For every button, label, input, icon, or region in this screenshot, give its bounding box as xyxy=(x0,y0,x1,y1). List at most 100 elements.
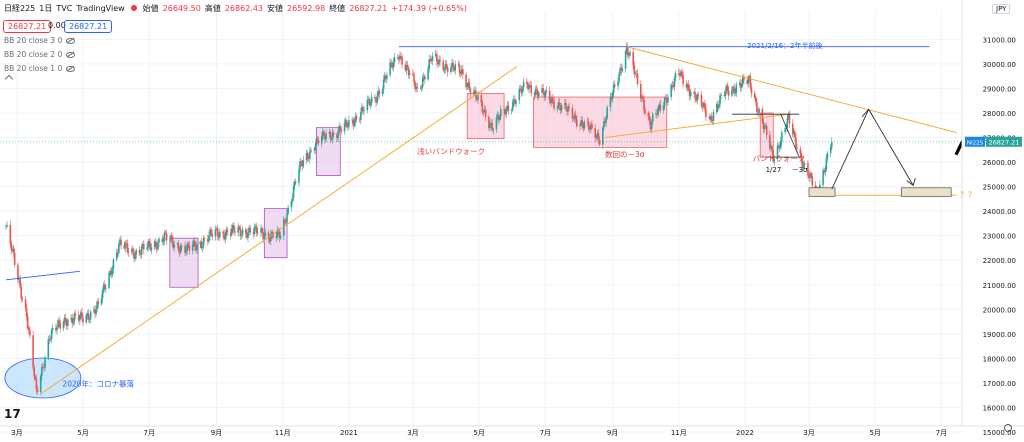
candle-body xyxy=(102,284,105,290)
x-tick-label: 3月 xyxy=(407,429,418,437)
candle-body xyxy=(511,102,514,110)
candle-body xyxy=(331,132,334,140)
candle-body xyxy=(255,226,258,234)
candle-body xyxy=(748,76,751,79)
candle-body xyxy=(785,127,788,129)
settings-gear-icon[interactable] xyxy=(1004,424,1012,432)
candle-body xyxy=(203,238,206,240)
candle-body xyxy=(712,112,715,122)
candle-body xyxy=(711,120,714,122)
sell-price-pill[interactable]: 26827.21 xyxy=(3,20,52,33)
candle-body xyxy=(794,131,796,138)
candle-body xyxy=(773,159,776,162)
candle-body xyxy=(407,67,410,75)
currency-label[interactable]: JPY xyxy=(992,4,1011,14)
candle-body xyxy=(158,238,160,243)
candle-body xyxy=(796,148,798,150)
candle-body xyxy=(496,115,499,118)
candle-body xyxy=(396,57,399,58)
high-label: 高値 xyxy=(204,4,221,13)
candle-body xyxy=(734,92,737,94)
candle-body xyxy=(807,162,809,176)
candle-body xyxy=(572,118,575,119)
candle-body xyxy=(747,78,750,84)
candle-body xyxy=(529,84,531,86)
indicator-bb-3[interactable]: BB 20 close 3 0 xyxy=(4,36,76,45)
candle-body xyxy=(822,170,824,185)
candle-body xyxy=(518,88,521,101)
symbol-tag xyxy=(965,136,985,147)
candle-body xyxy=(765,125,768,135)
candle-body xyxy=(430,59,433,61)
candle-body xyxy=(286,213,288,223)
candle-body xyxy=(172,241,174,248)
candle-body xyxy=(405,64,408,71)
candle-body xyxy=(13,252,16,265)
annotation-multiple-3sigma: 数回の－3σ xyxy=(605,149,645,159)
candle-body xyxy=(187,243,190,246)
candle-body xyxy=(20,286,22,299)
indicator-bb-2[interactable]: BB 20 close 2 0 xyxy=(4,50,76,59)
candle-body xyxy=(495,117,498,130)
x-tick-label: 9月 xyxy=(607,429,618,437)
candle-body xyxy=(399,55,401,60)
candle-body xyxy=(124,242,127,249)
candle-body xyxy=(353,122,356,126)
y-tick-label: 25000.00 xyxy=(983,184,1016,192)
candle-body xyxy=(462,69,464,75)
candle-body xyxy=(589,128,591,130)
candle-body xyxy=(80,312,82,317)
x-tick-label: 11月 xyxy=(671,429,687,437)
candle-body xyxy=(178,250,181,253)
eye-icon[interactable] xyxy=(66,38,76,44)
candle-body xyxy=(642,96,644,100)
candle-body xyxy=(26,316,29,329)
candle-body xyxy=(322,131,324,137)
candle-body xyxy=(118,243,120,254)
y-tick-label: 24000.00 xyxy=(983,208,1016,216)
candle-body xyxy=(293,181,296,186)
candle-body xyxy=(617,81,619,87)
candle-body xyxy=(571,107,574,119)
candle-body xyxy=(408,73,411,75)
candle-body xyxy=(261,227,263,233)
candle-body xyxy=(528,84,530,90)
candle-body xyxy=(648,116,651,122)
candle-body xyxy=(477,95,479,100)
eye-icon[interactable] xyxy=(66,66,76,72)
candle-body xyxy=(795,137,797,149)
candle-body xyxy=(51,327,54,331)
price-scale-bg xyxy=(962,0,1024,438)
interval-label[interactable]: 1日 xyxy=(39,4,53,13)
x-tick-label: 2021 xyxy=(340,429,358,437)
candle-body xyxy=(735,84,738,93)
candle-body xyxy=(316,138,319,140)
candle-body xyxy=(44,357,46,368)
candle-body xyxy=(93,309,95,312)
candle-body xyxy=(568,106,570,108)
candle-body xyxy=(256,232,259,234)
candle-body xyxy=(271,232,273,235)
candle-body xyxy=(480,95,483,103)
eye-icon[interactable] xyxy=(66,52,76,58)
candle-body xyxy=(392,62,395,68)
tradingview-logo-icon[interactable]: 17 xyxy=(4,407,21,421)
candle-body xyxy=(551,98,553,103)
candle-body xyxy=(21,298,24,300)
symbol-name[interactable]: 日経225 xyxy=(4,4,36,13)
candle-body xyxy=(292,185,295,198)
y-tick-label: 28000.00 xyxy=(983,110,1016,118)
candle-body xyxy=(640,84,642,99)
candle-body xyxy=(596,133,599,137)
x-tick-label: 9月 xyxy=(211,429,222,437)
x-tick-label: 2022 xyxy=(736,429,754,437)
buy-price-pill[interactable]: 26827.21 xyxy=(64,20,113,33)
indicator-bb-1[interactable]: BB 20 close 1 0 xyxy=(4,64,76,73)
candle-body xyxy=(521,87,524,93)
candle-body xyxy=(215,228,218,230)
candle-body xyxy=(200,241,203,249)
candle-body xyxy=(809,173,811,179)
candle-body xyxy=(247,232,249,238)
